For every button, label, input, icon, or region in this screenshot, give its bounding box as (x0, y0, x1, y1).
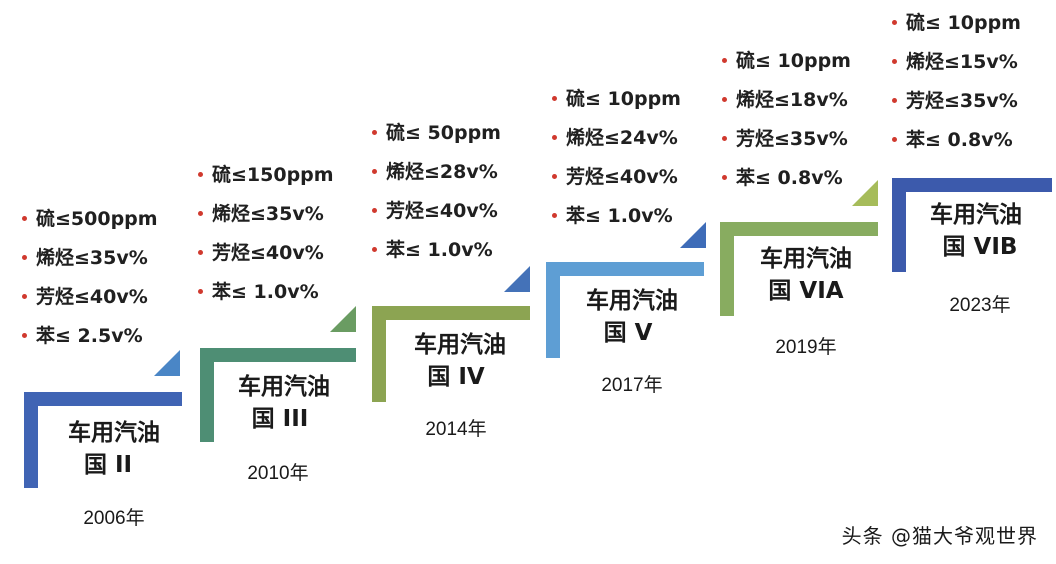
stage-specs-guo3: 硫≤150ppm 烯烃≤35v% 芳烃≤40v% 苯≤ 1.0v% (198, 160, 334, 316)
spec-item: 硫≤ 50ppm (372, 118, 501, 157)
spec-item: 苯≤ 0.8v% (722, 163, 851, 202)
stage-year: 2006年 (83, 508, 145, 529)
bullet-icon (198, 172, 203, 177)
bullet-icon (892, 59, 897, 64)
stage-specs-guo5: 硫≤ 10ppm 烯烃≤24v% 芳烃≤40v% 苯≤ 1.0v% (552, 84, 681, 240)
step-bar-vertical (546, 262, 560, 358)
bullet-icon (22, 333, 27, 338)
step-bar-horizontal (24, 392, 182, 406)
stage-specs-guo2: 硫≤500ppm 烯烃≤35v% 芳烃≤40v% 苯≤ 2.5v% (22, 204, 158, 360)
bullet-icon (722, 58, 727, 63)
stage-label-bottom: 国 III (251, 406, 309, 432)
step-arrow-tip (154, 350, 180, 376)
stage-year: 2023年 (949, 295, 1011, 316)
stage-label-top: 车用汽油 (68, 420, 160, 446)
stage-year: 2019年 (775, 337, 837, 358)
spec-item: 芳烃≤35v% (892, 86, 1021, 125)
bullet-icon (552, 213, 557, 218)
step-bar-vertical (720, 222, 734, 316)
bullet-icon (372, 130, 377, 135)
stage-year: 2010年 (247, 463, 309, 484)
spec-item: 芳烃≤40v% (22, 282, 158, 321)
bullet-icon (198, 211, 203, 216)
spec-item: 烯烃≤15v% (892, 47, 1021, 86)
step-bar-vertical (892, 178, 906, 272)
step-bar-vertical (200, 348, 214, 442)
step-arrow-tip (330, 306, 356, 332)
bullet-icon (22, 216, 27, 221)
bullet-icon (552, 135, 557, 140)
bullet-icon (198, 250, 203, 255)
step-bar-horizontal (892, 178, 1052, 192)
stage-label-bottom: 国 IV (427, 364, 485, 390)
bullet-icon (892, 20, 897, 25)
stage-label-bottom: 国 II (83, 452, 133, 478)
stage-label-top: 车用汽油 (930, 202, 1022, 228)
stage-label-bottom: 国 VIA (768, 278, 844, 304)
bullet-icon (552, 174, 557, 179)
bullet-icon (722, 175, 727, 180)
spec-item: 苯≤ 1.0v% (372, 235, 501, 274)
spec-item: 硫≤500ppm (22, 204, 158, 243)
spec-item: 烯烃≤35v% (22, 243, 158, 282)
stage-label-top: 车用汽油 (414, 332, 506, 358)
step-bar-horizontal (720, 222, 878, 236)
bullet-icon (22, 255, 27, 260)
step-arrow-tip (680, 222, 706, 248)
stage-label-top: 车用汽油 (760, 246, 852, 272)
bullet-icon (722, 136, 727, 141)
step-bar-horizontal (372, 306, 530, 320)
stage-label-top: 车用汽油 (238, 374, 330, 400)
step-arrow-tip (504, 266, 530, 292)
stage-specs-guo6a: 硫≤ 10ppm 烯烃≤18v% 芳烃≤35v% 苯≤ 0.8v% (722, 46, 851, 202)
spec-item: 苯≤ 0.8v% (892, 125, 1021, 164)
spec-item: 苯≤ 1.0v% (198, 277, 334, 316)
bullet-icon (372, 169, 377, 174)
bullet-icon (372, 208, 377, 213)
bullet-icon (372, 247, 377, 252)
stage-label-bottom: 国 V (603, 320, 653, 346)
step-bar-horizontal (200, 348, 356, 362)
stage-label-bottom: 国 VIB (942, 234, 1018, 260)
spec-item: 硫≤150ppm (198, 160, 334, 199)
step-arrow-tip (852, 180, 878, 206)
stage-year: 2014年 (425, 419, 487, 440)
spec-item: 烯烃≤18v% (722, 85, 851, 124)
stage-label-top: 车用汽油 (586, 288, 678, 314)
spec-item: 芳烃≤40v% (198, 238, 334, 277)
watermark: 头条 @猫大爷观世界 (841, 524, 1038, 548)
step-bar-vertical (24, 392, 38, 488)
spec-item: 烯烃≤24v% (552, 123, 681, 162)
bullet-icon (892, 98, 897, 103)
spec-item: 烯烃≤35v% (198, 199, 334, 238)
spec-item: 硫≤ 10ppm (552, 84, 681, 123)
bullet-icon (552, 96, 557, 101)
spec-item: 硫≤ 10ppm (722, 46, 851, 85)
stage-year: 2017年 (601, 375, 663, 396)
stage-specs-guo6b: 硫≤ 10ppm 烯烃≤15v% 芳烃≤35v% 苯≤ 0.8v% (892, 8, 1021, 164)
stage-specs-guo4: 硫≤ 50ppm 烯烃≤28v% 芳烃≤40v% 苯≤ 1.0v% (372, 118, 501, 274)
spec-item: 芳烃≤35v% (722, 124, 851, 163)
spec-item: 苯≤ 1.0v% (552, 201, 681, 240)
bullet-icon (892, 137, 897, 142)
step-bar-vertical (372, 306, 386, 402)
spec-item: 烯烃≤28v% (372, 157, 501, 196)
spec-item: 芳烃≤40v% (552, 162, 681, 201)
step-bar-horizontal (546, 262, 704, 276)
bullet-icon (198, 289, 203, 294)
bullet-icon (722, 97, 727, 102)
spec-item: 硫≤ 10ppm (892, 8, 1021, 47)
spec-item: 苯≤ 2.5v% (22, 321, 158, 360)
spec-item: 芳烃≤40v% (372, 196, 501, 235)
bullet-icon (22, 294, 27, 299)
